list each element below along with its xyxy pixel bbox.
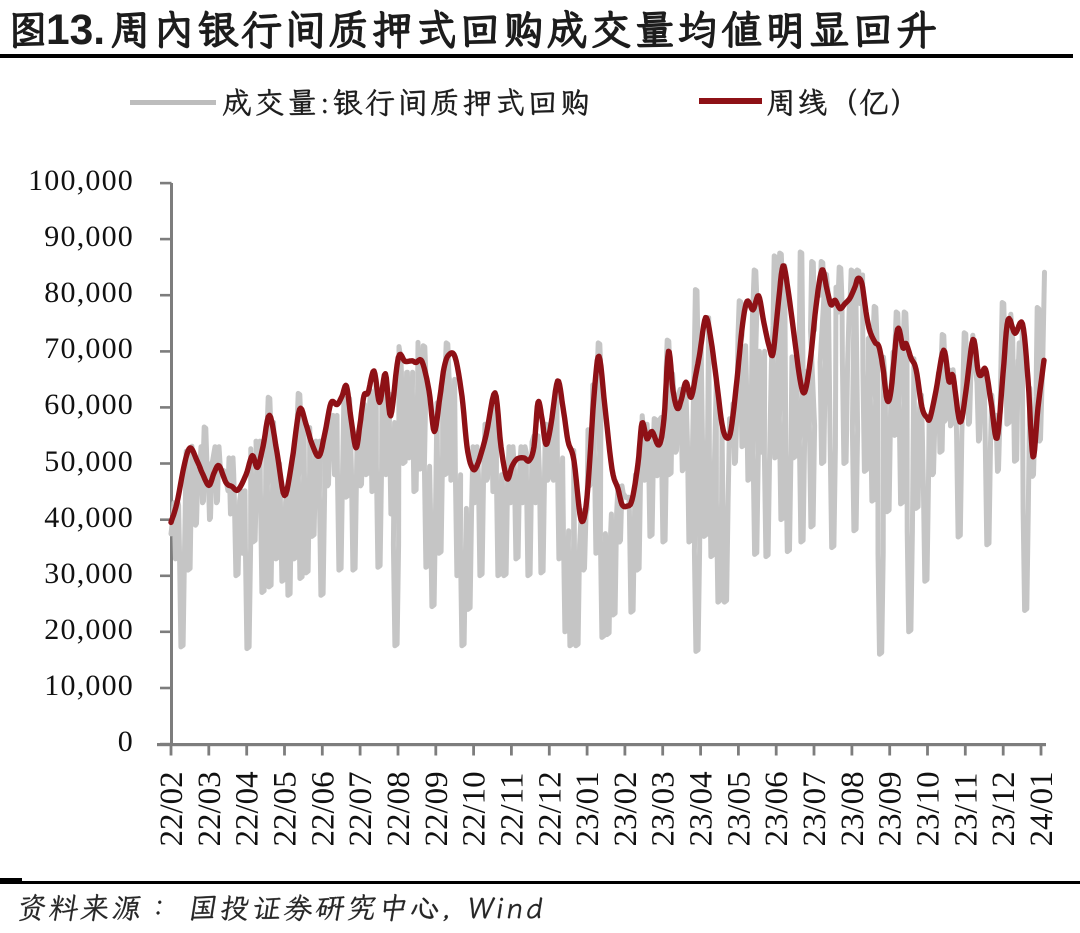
svg-text:23/01: 23/01 [570, 771, 606, 846]
svg-text:22/06: 22/06 [305, 771, 341, 846]
svg-text:22/05: 22/05 [268, 771, 304, 846]
svg-text:23/06: 23/06 [759, 771, 795, 846]
svg-text:13.: 13. [46, 7, 105, 54]
svg-text:23/10: 23/10 [911, 771, 947, 846]
svg-text:23/07: 23/07 [797, 771, 833, 846]
svg-text:22/03: 22/03 [192, 771, 228, 846]
svg-text:22/09: 22/09 [419, 771, 455, 846]
svg-text:23/09: 23/09 [873, 771, 909, 846]
svg-text:23/11: 23/11 [948, 773, 984, 847]
svg-text:22/04: 22/04 [230, 771, 266, 846]
svg-text:23/04: 23/04 [684, 771, 720, 846]
svg-text:23/08: 23/08 [835, 771, 871, 846]
svg-text:22/02: 22/02 [154, 771, 190, 846]
svg-text:22/10: 22/10 [457, 771, 493, 846]
svg-text:22/07: 22/07 [343, 771, 379, 846]
svg-text:24/01: 24/01 [1024, 771, 1060, 846]
svg-text:23/02: 23/02 [608, 771, 644, 846]
svg-text:22/08: 22/08 [381, 771, 417, 846]
svg-text:23/03: 23/03 [646, 771, 682, 846]
svg-text:23/12: 23/12 [986, 771, 1022, 846]
svg-text:22/11: 22/11 [494, 773, 530, 847]
svg-text:22/12: 22/12 [532, 771, 568, 846]
svg-text:23/05: 23/05 [721, 771, 757, 846]
